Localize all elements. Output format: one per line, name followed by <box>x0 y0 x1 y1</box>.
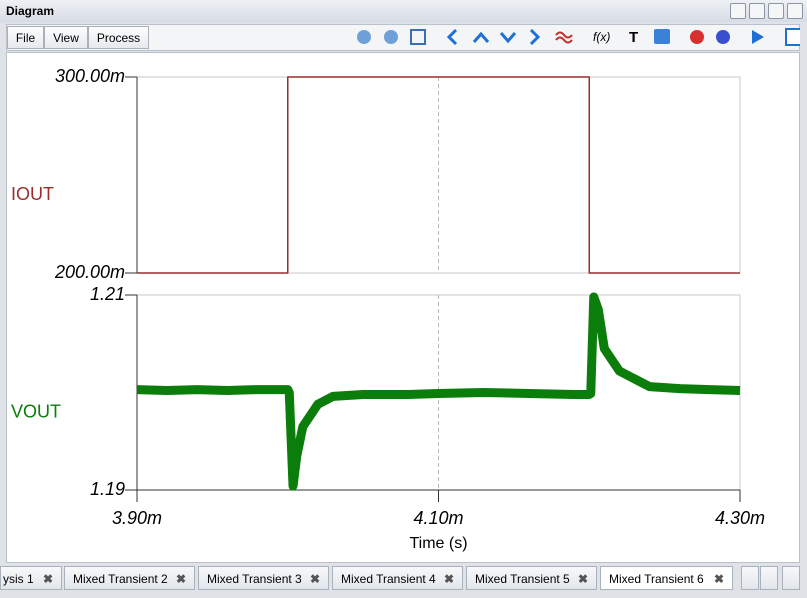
scroll-up[interactable] <box>782 566 800 590</box>
function-tool[interactable]: f(x) <box>593 30 610 44</box>
x-tick-label: 4.30m <box>715 508 765 528</box>
tab[interactable]: Mixed Transient 5 ✖ <box>466 566 597 590</box>
x-axis-label: Time (s) <box>409 535 467 552</box>
zoom-fit[interactable] <box>410 29 426 45</box>
menu-item[interactable]: View <box>44 26 88 49</box>
add-tool[interactable] <box>785 28 800 46</box>
tab-label: Mixed Transient 4 <box>341 572 436 586</box>
cursor-left[interactable] <box>446 28 458 46</box>
x-tick-label: 3.90m <box>112 508 162 528</box>
title-bar: Diagram <box>0 0 807 22</box>
cursor-b[interactable] <box>716 30 730 44</box>
y-tick-label: 1.19 <box>90 479 125 499</box>
menu-item[interactable]: Process <box>88 26 149 49</box>
maximize-button[interactable] <box>768 3 784 19</box>
tab[interactable]: ysis 1 ✖ <box>0 566 62 590</box>
y-tick-label: 1.21 <box>90 284 125 304</box>
scroll-right[interactable] <box>760 566 778 590</box>
cursor-up[interactable] <box>472 31 490 43</box>
close-button[interactable] <box>787 3 803 19</box>
help-tool[interactable] <box>654 29 670 44</box>
text-tool[interactable]: T <box>629 29 638 46</box>
tab[interactable]: Mixed Transient 4 ✖ <box>332 566 463 590</box>
waveform-tool[interactable] <box>555 31 573 44</box>
y-axis-label: VOUT <box>11 401 61 421</box>
y-axis-label: IOUT <box>11 184 54 204</box>
cursor-right[interactable] <box>529 28 541 46</box>
zoom-in[interactable] <box>357 30 371 44</box>
tab-label: Mixed Transient 3 <box>207 572 302 586</box>
tab-label: ysis 1 <box>3 572 34 586</box>
chart: 200.00m 300.00m IOUT 1.19 1.21 VOUT 3.90m 4.10m… <box>11 66 765 552</box>
tab-label: Mixed Transient 2 <box>73 572 168 586</box>
scroll-left[interactable] <box>741 566 759 590</box>
series-line <box>137 76 740 274</box>
cursor-down[interactable] <box>499 32 517 44</box>
run-tool[interactable] <box>752 30 764 44</box>
toolbar: f(x) T <box>357 28 800 46</box>
tab-label: Mixed Transient 5 <box>475 572 570 586</box>
plot-area: 200.00m 300.00m IOUT 1.19 1.21 VOUT 3.90m 4.10m… <box>6 52 800 563</box>
zoom-out[interactable] <box>384 30 398 44</box>
cursor-a[interactable] <box>690 30 704 44</box>
y-tick-label: 200.00m <box>54 262 125 282</box>
tab-label: Mixed Transient 6 <box>609 572 704 586</box>
series-line <box>136 292 741 491</box>
y-tick-label: 300.00m <box>55 66 125 86</box>
menu-item[interactable]: File <box>7 26 44 49</box>
window-title: Diagram <box>6 4 55 18</box>
x-tick-label: 4.10m <box>413 508 463 528</box>
minimize-button[interactable] <box>749 3 765 19</box>
menu-bar: File View Process f(x) T <box>6 24 800 51</box>
help-button[interactable] <box>730 3 746 19</box>
tab[interactable]: Mixed Transient 2 ✖ <box>64 566 195 590</box>
tab[interactable]: Mixed Transient 6 ✖ <box>600 566 733 590</box>
tab-bar: ysis 1 ✖ Mixed Transient 2 ✖ Mixed Transie… <box>0 565 807 593</box>
tab[interactable]: Mixed Transient 3 ✖ <box>198 566 329 590</box>
